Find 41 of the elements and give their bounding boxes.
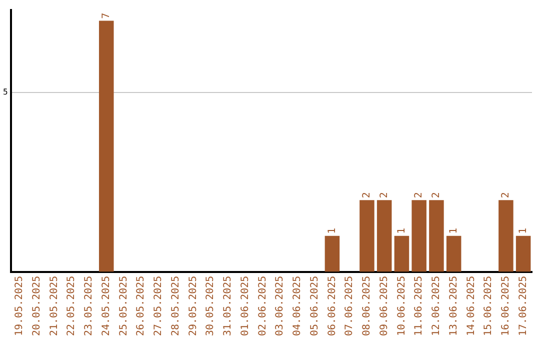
x-tick-label: 03.06.2025	[274, 276, 286, 336]
x-tick-label: 28.05.2025	[170, 276, 182, 336]
x-tick-label: 30.05.2025	[205, 276, 216, 336]
x-tick-label: 22.05.2025	[66, 276, 78, 336]
x-tick-label: 08.06.2025	[362, 276, 373, 336]
x-tick-label: 11.06.2025	[414, 276, 425, 336]
x-tick-label: 02.06.2025	[257, 276, 268, 336]
data-label: 1	[448, 228, 460, 234]
x-tick-label: 25.05.2025	[118, 276, 130, 336]
x-tick-label: 16.06.2025	[500, 276, 512, 336]
x-tick-label: 17.06.2025	[518, 276, 529, 336]
data-label: 1	[518, 228, 529, 234]
data-label: 2	[500, 192, 512, 198]
x-tick-label: 10.06.2025	[396, 276, 408, 336]
x-tick-label: 09.06.2025	[378, 276, 390, 336]
data-label: 1	[326, 228, 338, 234]
x-tick-label: 21.05.2025	[48, 276, 60, 336]
data-label: 2	[414, 192, 425, 198]
data-label: 2	[362, 192, 373, 198]
x-tick-label: 20.05.2025	[31, 276, 42, 336]
x-tick-label: 06.06.2025	[326, 276, 338, 336]
data-label: 2	[431, 192, 442, 198]
x-tick-label: 01.06.2025	[240, 276, 251, 336]
x-tick-label: 13.06.2025	[448, 276, 460, 336]
x-tick-label: 07.06.2025	[344, 276, 356, 336]
data-label: 1	[396, 228, 408, 234]
x-tick-label: 29.05.2025	[188, 276, 199, 336]
x-tick-label: 27.05.2025	[153, 276, 164, 336]
x-tick-label: 19.05.2025	[14, 276, 26, 336]
x-tick-label: 24.05.2025	[100, 276, 112, 336]
x-tick-label: 05.06.2025	[309, 276, 320, 336]
x-tick-label: 14.06.2025	[466, 276, 477, 336]
x-tick-label: 04.06.2025	[292, 276, 304, 336]
y-tick-label: 5	[2, 88, 8, 97]
x-tick-label: 23.05.2025	[84, 276, 95, 336]
x-tick-label: 26.05.2025	[136, 276, 147, 336]
data-label: 2	[378, 192, 390, 198]
x-tick-label: 15.06.2025	[483, 276, 494, 336]
x-tick-label: 12.06.2025	[431, 276, 442, 336]
data-label: 7	[100, 12, 112, 19]
x-tick-label: 31.05.2025	[222, 276, 234, 336]
